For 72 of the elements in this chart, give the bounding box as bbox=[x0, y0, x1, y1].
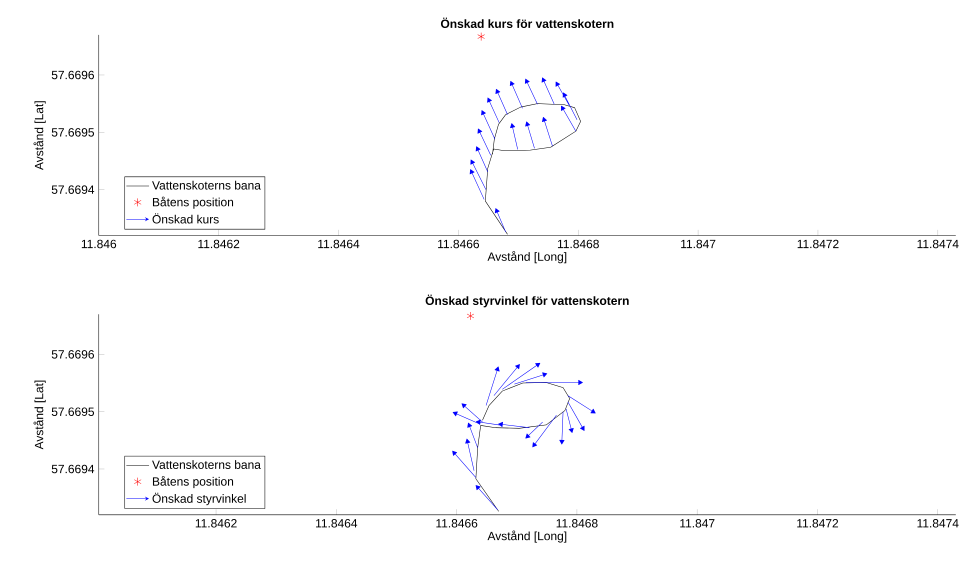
legend-label: Vattenskoterns bana bbox=[152, 460, 261, 470]
line-series bbox=[476, 382, 570, 512]
point bbox=[532, 442, 538, 448]
point bbox=[452, 450, 458, 456]
legend-label: Båtens position bbox=[152, 196, 234, 209]
point bbox=[467, 422, 472, 428]
chart-title: Önskad kurs för vattenskotern bbox=[440, 18, 614, 28]
point bbox=[476, 420, 481, 425]
point bbox=[535, 363, 540, 368]
x-tick-label: 11.8472 bbox=[798, 240, 839, 248]
x-tick-label: 11.8468 bbox=[558, 240, 599, 248]
x-tick-label: 11.8466 bbox=[436, 519, 478, 528]
point bbox=[462, 404, 467, 408]
point bbox=[476, 485, 481, 490]
x-axis-title: Avstånd [Long] bbox=[487, 251, 566, 264]
point bbox=[525, 434, 530, 439]
point bbox=[556, 82, 560, 87]
point bbox=[559, 440, 564, 445]
point bbox=[465, 438, 470, 444]
x-tick-label: 11.8462 bbox=[196, 519, 237, 528]
legend-label: Båtens position bbox=[152, 476, 234, 488]
point bbox=[510, 123, 516, 128]
point bbox=[562, 92, 568, 98]
x-tick-label: 11.8466 bbox=[438, 240, 480, 248]
x-tick-label: 11.8462 bbox=[198, 240, 240, 248]
point bbox=[452, 412, 458, 416]
point bbox=[510, 81, 515, 86]
x-tick-label: 11.847 bbox=[681, 240, 716, 248]
point bbox=[487, 98, 492, 103]
x-tick-label: 11.846 bbox=[82, 240, 116, 248]
x-tick-label: 11.8474 bbox=[917, 519, 959, 528]
x-tick-label: 11.847 bbox=[680, 519, 714, 528]
point bbox=[494, 366, 500, 372]
y-axis-title: Avstånd [Lat] bbox=[34, 101, 46, 170]
point bbox=[578, 380, 583, 386]
x-axis-title: Avstånd [Long] bbox=[487, 530, 566, 543]
x-tick-label: 11.8464 bbox=[318, 240, 360, 248]
point bbox=[524, 78, 530, 84]
point bbox=[498, 422, 503, 428]
point bbox=[477, 32, 485, 41]
point bbox=[525, 122, 530, 127]
point bbox=[494, 208, 500, 214]
x-tick-label: 11.8464 bbox=[316, 519, 358, 528]
point bbox=[515, 364, 520, 370]
y-tick-label: 57.6695 bbox=[52, 408, 94, 416]
point bbox=[561, 106, 566, 112]
point bbox=[470, 160, 476, 165]
point bbox=[478, 128, 482, 134]
point bbox=[568, 428, 574, 434]
x-tick-label: 11.8472 bbox=[797, 519, 838, 528]
point bbox=[481, 110, 486, 116]
y-tick-label: 57.6694 bbox=[52, 464, 94, 474]
point bbox=[470, 169, 474, 174]
point bbox=[590, 408, 596, 414]
point bbox=[495, 89, 500, 94]
y-axis-title: Avstånd [Lat] bbox=[34, 380, 46, 450]
y-tick-label: 57.6696 bbox=[52, 70, 94, 80]
legend-label: Vattenskoterns bana bbox=[152, 180, 261, 190]
chart-title: Önskad styrvinkel för vattenskotern bbox=[426, 294, 629, 308]
point bbox=[542, 78, 546, 83]
y-tick-label: 57.6695 bbox=[52, 128, 94, 137]
point bbox=[466, 312, 474, 320]
legend-label: Önskad styrvinkel bbox=[152, 492, 246, 506]
y-tick-label: 57.6696 bbox=[52, 350, 94, 359]
x-tick-label: 11.8474 bbox=[918, 240, 959, 248]
point bbox=[580, 426, 585, 432]
x-tick-label: 11.8468 bbox=[556, 519, 598, 528]
point bbox=[542, 372, 548, 378]
point bbox=[542, 117, 547, 122]
y-tick-label: 57.6694 bbox=[52, 186, 94, 194]
point bbox=[476, 146, 480, 152]
legend-label: Önskad kurs bbox=[152, 214, 219, 224]
